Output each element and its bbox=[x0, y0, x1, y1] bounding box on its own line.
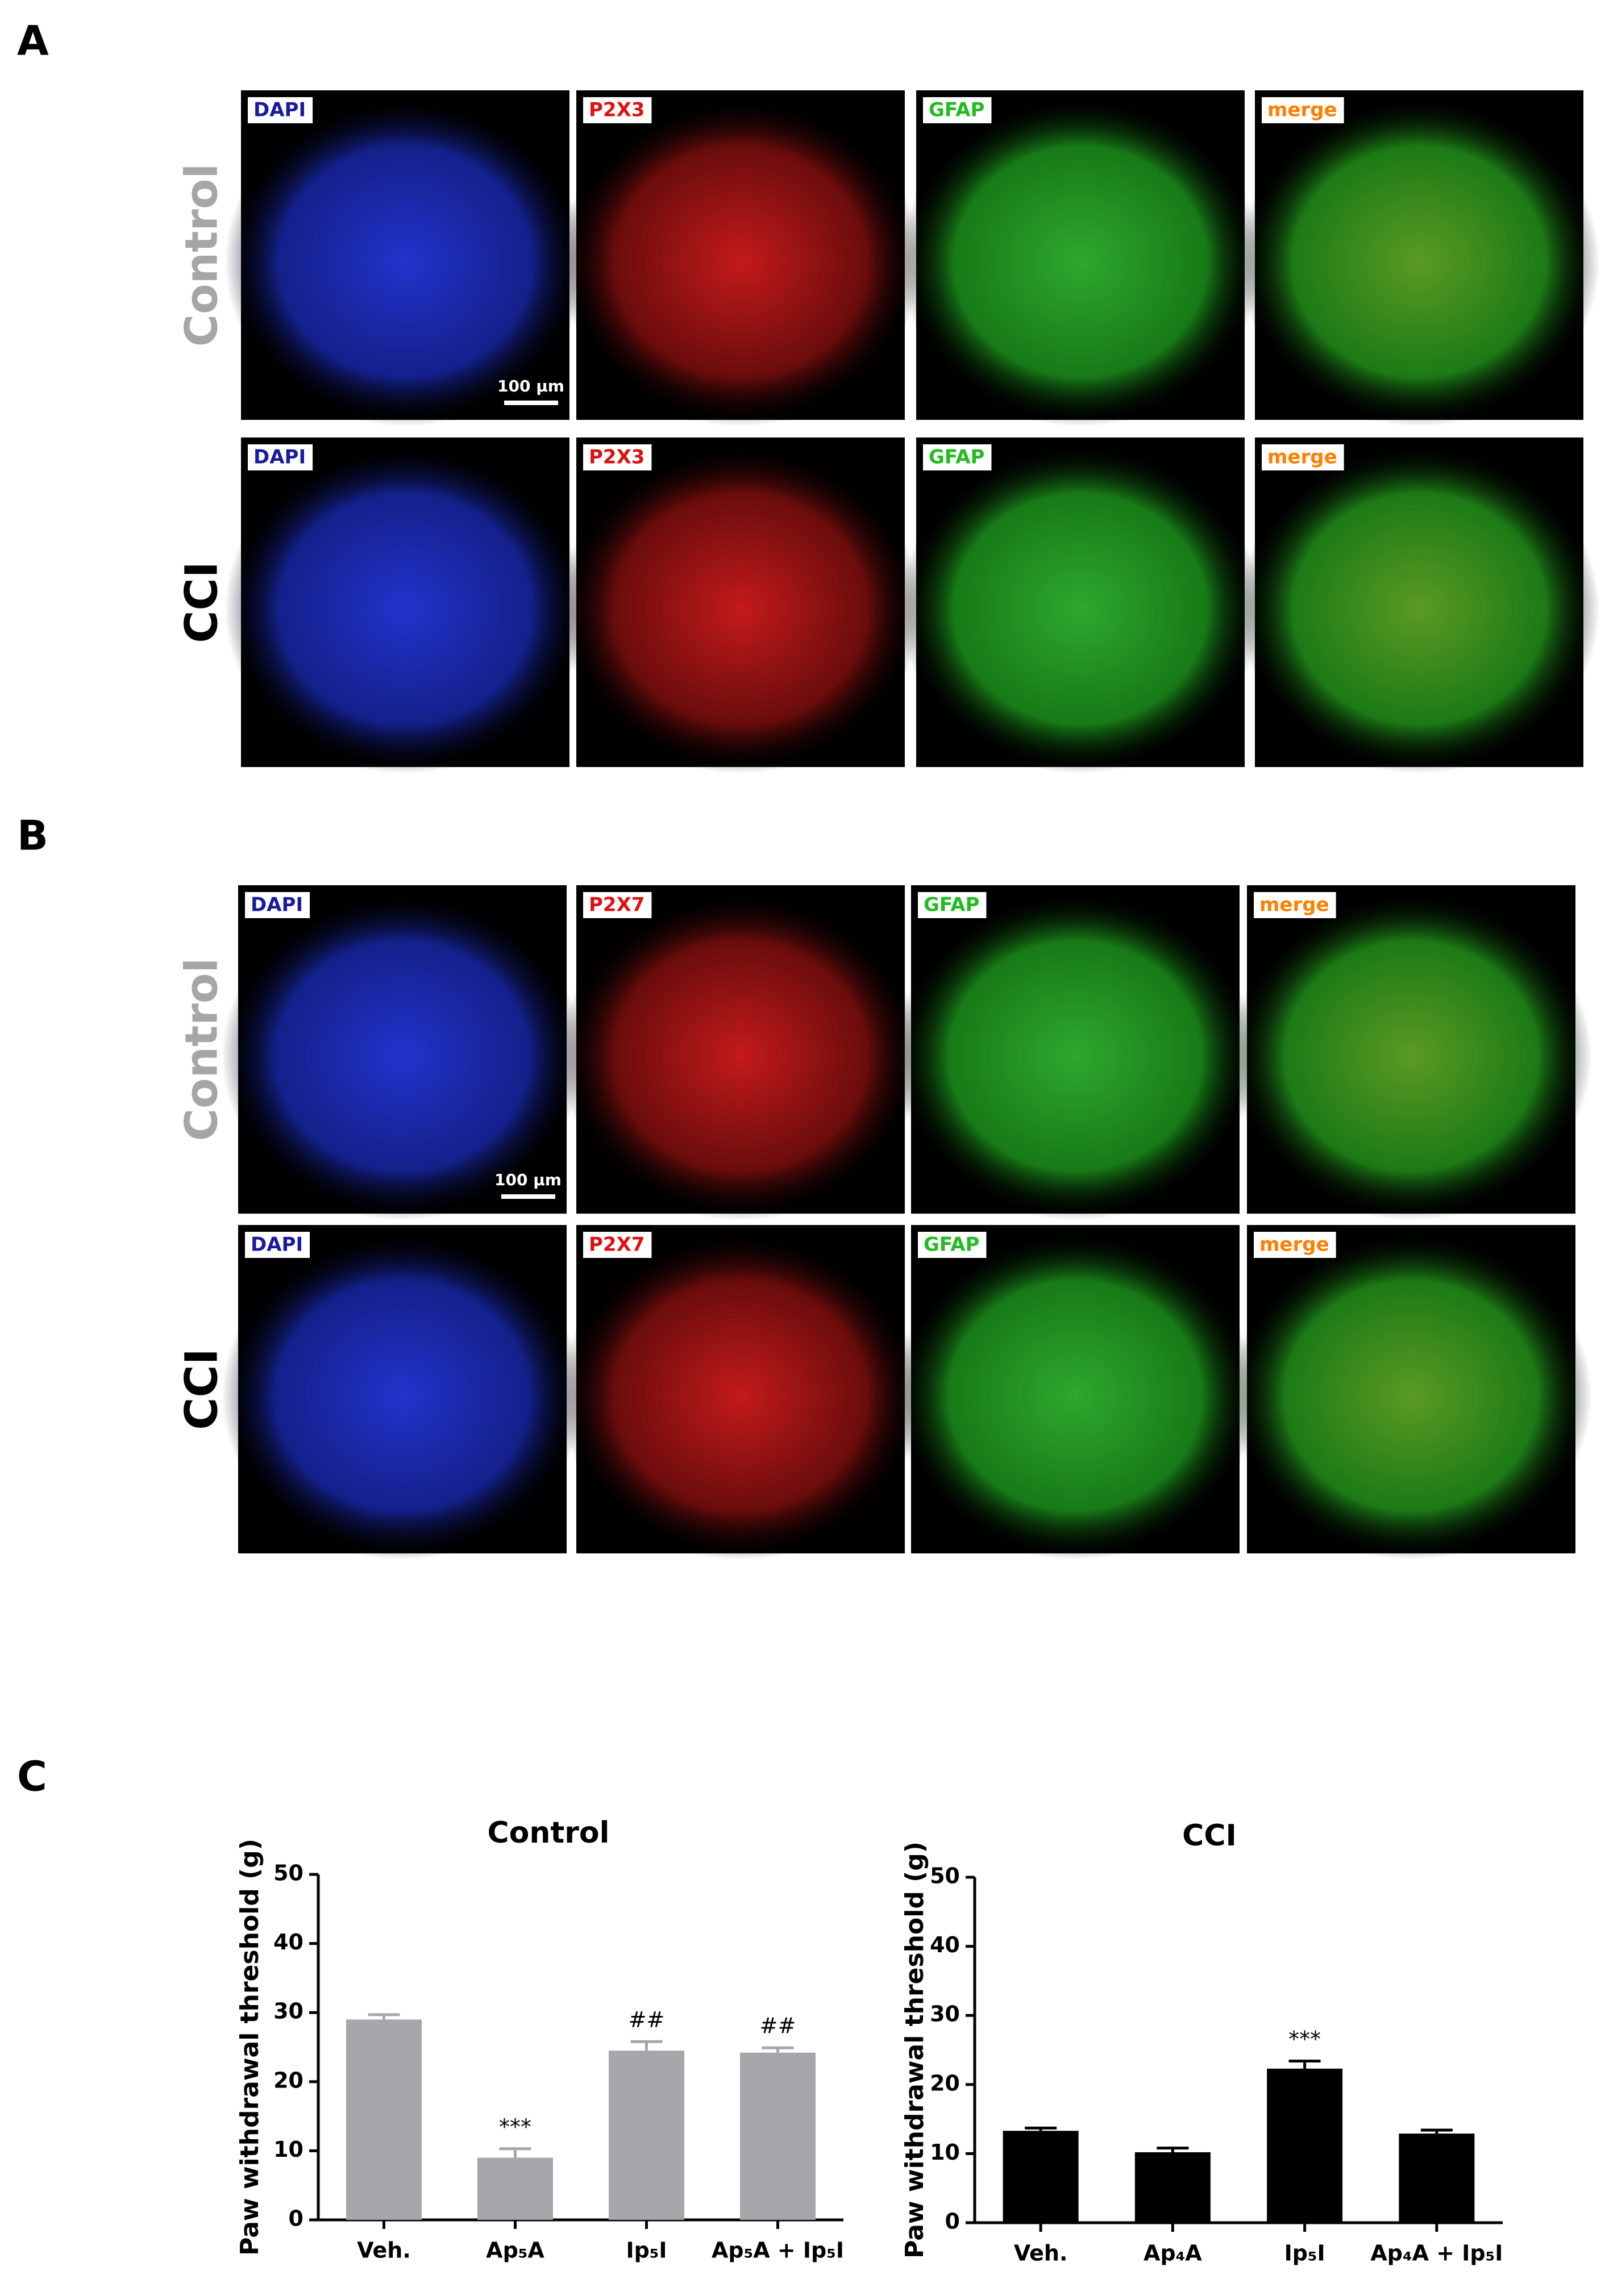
channel-label-box bbox=[923, 444, 992, 470]
significance-mark: ## bbox=[760, 2014, 796, 2039]
channel-label: merge bbox=[1259, 894, 1329, 916]
row-label: Control bbox=[176, 958, 227, 1141]
x-tick-label: Ap₄A bbox=[1144, 2241, 1202, 2266]
x-tick-label: Veh. bbox=[1014, 2241, 1068, 2266]
y-tick-label: 0 bbox=[945, 2209, 960, 2234]
tissue bbox=[895, 1231, 1256, 1560]
significance-mark: *** bbox=[1288, 2027, 1321, 2052]
chart-title: Control bbox=[488, 1816, 610, 1850]
channel-label-box bbox=[918, 1232, 987, 1258]
y-tick-label: 10 bbox=[930, 2140, 960, 2165]
channel-label-box bbox=[1254, 892, 1336, 918]
channel-label: merge bbox=[1267, 99, 1337, 122]
channel-label: merge bbox=[1259, 1234, 1329, 1256]
channel-label-box bbox=[583, 1232, 652, 1258]
bar bbox=[740, 2052, 816, 2220]
x-tick-label: Ap₅A + Ip₅I bbox=[712, 2238, 844, 2263]
channel-label-box bbox=[248, 97, 313, 123]
y-tick-label: 40 bbox=[930, 1932, 960, 1957]
tissue bbox=[1230, 1231, 1592, 1560]
tissue bbox=[560, 1231, 921, 1560]
channel-label-box bbox=[248, 444, 313, 470]
x-tick-label: Veh. bbox=[357, 2238, 411, 2263]
tissue bbox=[1238, 444, 1600, 774]
bar bbox=[1134, 2152, 1211, 2223]
bar bbox=[609, 2051, 684, 2220]
y-tick-label: 50 bbox=[273, 1861, 303, 1886]
row-label: Control bbox=[176, 164, 227, 347]
channel-label-box bbox=[923, 97, 992, 123]
channel-label: merge bbox=[1267, 446, 1337, 469]
channel-label: GFAP bbox=[929, 446, 984, 469]
significance-mark: ## bbox=[629, 2007, 665, 2032]
y-tick-label: 30 bbox=[273, 1999, 303, 2024]
channel-label: DAPI bbox=[251, 1234, 303, 1256]
channel-label-box bbox=[1262, 444, 1344, 470]
tissue bbox=[1238, 97, 1600, 427]
bar bbox=[1399, 2134, 1475, 2223]
panel-letter: A bbox=[17, 17, 49, 65]
y-axis-label: Paw withdrawal threshold (g) bbox=[235, 1839, 264, 2256]
channel-label-box bbox=[583, 97, 652, 123]
chart-title: CCI bbox=[1182, 1819, 1237, 1853]
scale-bar-label: 100 µm bbox=[497, 377, 564, 395]
channel-label-box bbox=[245, 892, 310, 918]
y-tick-label: 40 bbox=[273, 1930, 303, 1955]
x-tick-label: Ip₅I bbox=[626, 2238, 667, 2263]
tissue bbox=[224, 97, 586, 427]
x-tick-label: Ap₄A + Ip₅I bbox=[1370, 2241, 1503, 2266]
channel-label: DAPI bbox=[251, 894, 303, 916]
channel-label: DAPI bbox=[253, 446, 306, 469]
y-tick-label: 0 bbox=[289, 2206, 303, 2231]
y-tick-label: 30 bbox=[930, 2002, 960, 2027]
panel-letter: B bbox=[17, 812, 48, 860]
channel-label: DAPI bbox=[253, 99, 306, 122]
channel-label-box bbox=[583, 892, 652, 918]
channel-label: GFAP bbox=[924, 894, 979, 916]
y-tick-label: 20 bbox=[930, 2070, 960, 2095]
bar bbox=[346, 2019, 422, 2220]
bar bbox=[477, 2157, 553, 2220]
tissue bbox=[560, 444, 921, 774]
bar bbox=[1003, 2131, 1079, 2223]
y-axis-label: Paw withdrawal threshold (g) bbox=[900, 1841, 929, 2259]
channel-label-box bbox=[1262, 97, 1344, 123]
channel-label-box bbox=[1254, 1232, 1336, 1258]
tissue bbox=[222, 1231, 583, 1560]
channel-label-box bbox=[918, 892, 987, 918]
channel-label-box bbox=[245, 1232, 310, 1258]
x-tick-label: Ip₅I bbox=[1284, 2241, 1325, 2266]
channel-label: GFAP bbox=[929, 99, 984, 122]
channel-label: P2X7 bbox=[589, 1234, 645, 1256]
y-tick-label: 50 bbox=[930, 1864, 960, 1889]
scale-bar-label: 100 µm bbox=[494, 1170, 562, 1189]
row-label: CCI bbox=[176, 1348, 227, 1430]
panel-letter: C bbox=[17, 1753, 47, 1801]
x-tick-label: Ap₅A bbox=[486, 2238, 544, 2263]
channel-label-box bbox=[583, 444, 652, 470]
y-tick-label: 10 bbox=[273, 2137, 303, 2162]
tissue bbox=[560, 891, 921, 1220]
channel-label: P2X3 bbox=[589, 99, 645, 122]
tissue bbox=[222, 891, 583, 1220]
bar bbox=[1267, 2068, 1343, 2223]
tissue bbox=[895, 891, 1256, 1220]
row-label: CCI bbox=[176, 561, 227, 643]
tissue bbox=[224, 444, 586, 774]
tissue bbox=[1230, 891, 1592, 1220]
y-tick-label: 20 bbox=[273, 2068, 303, 2093]
tissue bbox=[900, 444, 1261, 774]
channel-label: P2X7 bbox=[589, 894, 645, 916]
tissue bbox=[900, 97, 1261, 427]
significance-mark: *** bbox=[499, 2114, 531, 2139]
channel-label: GFAP bbox=[924, 1234, 979, 1256]
tissue bbox=[560, 97, 921, 427]
channel-label: P2X3 bbox=[589, 446, 645, 469]
